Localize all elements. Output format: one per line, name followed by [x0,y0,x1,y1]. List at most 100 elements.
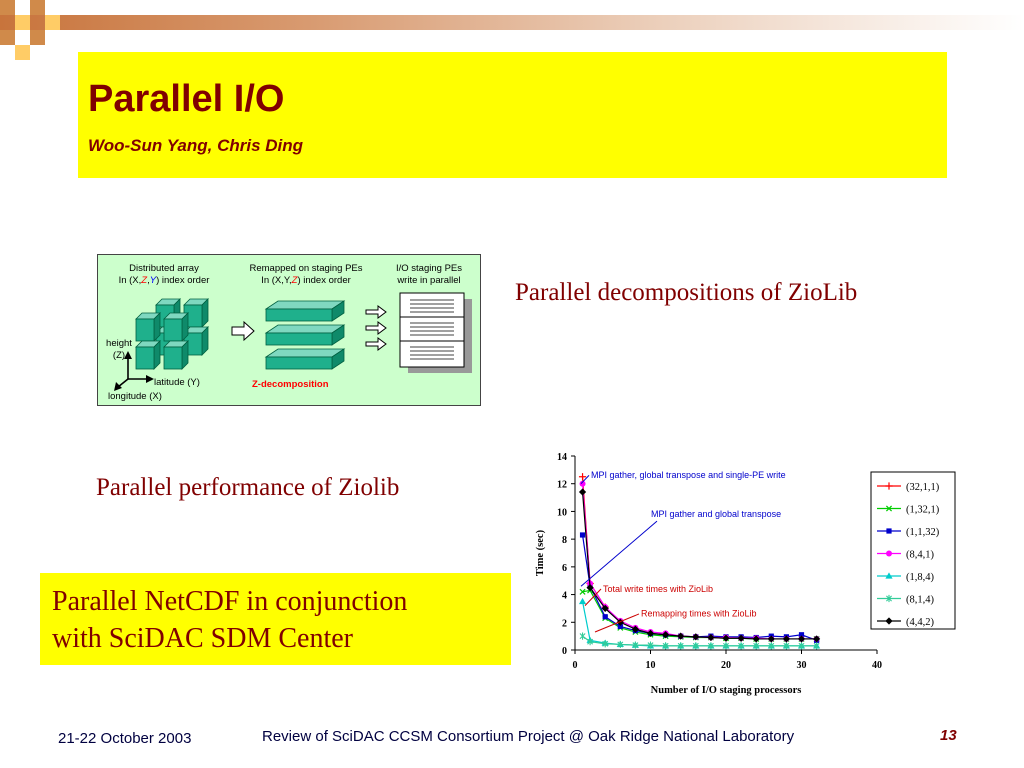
staging-slab [265,300,345,322]
y-tick-label: 14 [557,452,567,463]
netcdf-highlight-box [40,573,511,665]
legend-box [870,471,956,630]
legend-marker [885,572,893,579]
y-tick-label: 4 [562,591,567,602]
slide-title: Parallel I/O [88,78,285,120]
zdecomp-label: Z-decomposition [252,379,329,390]
data-point [602,614,608,620]
data-point [813,642,820,650]
data-point [579,532,586,538]
col1-line1: Distributed array [129,263,199,274]
legend-marker [885,482,893,490]
y-tick-label: 8 [562,535,567,546]
data-point [798,632,805,638]
decor-square [0,30,15,45]
arrowhead-icon [124,351,132,359]
annotation-label: MPI gather, global transpose and single-… [591,470,786,480]
legend-label: (1,1,32) [906,527,940,538]
diagram-col2-heading: Remapped on staging PEs In (X,Y,Z) index… [232,263,380,287]
array-cube [163,340,189,370]
col2-line2: In (X,Y,Z) index order [232,275,380,287]
legend-marker [885,505,893,512]
hollow-arrow-icon [365,305,387,319]
data-point [692,642,699,650]
data-point [617,640,624,649]
z-label: (Z) [112,350,126,361]
array-cube [135,312,161,342]
annotation-pointer [580,475,590,485]
data-point [707,642,714,650]
height-label: height [106,338,132,349]
hollow-arrow-icon [365,321,387,335]
x-tick-label: 10 [646,660,656,671]
footer-date: 21-22 October 2003 [58,730,192,747]
data-point [782,635,790,643]
col2-line1: Remapped on staging PEs [249,263,363,274]
array-cube [163,312,189,342]
x-tick-label: 40 [872,660,882,671]
decomp-heading: Parallel decompositions of ZioLib [515,279,858,306]
arrowhead-icon [146,375,154,383]
decor-square [30,0,45,15]
footer-center: Review of SciDAC CCSM Consortium Project… [262,728,795,745]
netcdf-line1: Parallel NetCDF in conjunction [52,586,408,617]
data-point [662,642,669,650]
y-tick-label: 10 [557,507,567,518]
col2-z-letter: Z [291,275,298,286]
longitude-axis-arrow [117,378,129,388]
legend-label: (1,8,4) [906,572,934,583]
col1-z-letter: Z [141,275,148,286]
data-point [579,632,586,640]
staging-slab [265,348,345,370]
annotation-pointer [584,588,602,607]
y-tick-label: 6 [562,563,567,574]
data-point [579,480,586,487]
data-point [738,642,745,650]
x-tick-label: 30 [797,660,807,671]
array-cube [135,340,161,370]
decomposition-diagram: Distributed array In (X,Z,Y) index order… [97,254,481,406]
col3-line2: write in parallel [397,275,461,286]
latitude-label: latitude (Y) [154,377,200,388]
chart-svg: 0 2 4 6 8 10 12 14 0 10 20 30 40 Number of I/O stagin… [535,452,956,696]
diagram-graphics [114,292,472,391]
legend-marker [886,528,892,534]
data-point [677,642,684,650]
slide-subtitle: Woo-Sun Yang, Chris Ding [88,136,304,155]
legend-label: (4,4,2) [906,617,934,628]
col1-y-letter: Y [149,275,157,286]
y-tick-label: 2 [562,618,567,629]
diagram-col1-heading: Distributed array In (X,Z,Y) index order [108,263,220,287]
col1-line2-prefix: In (X, [118,275,142,286]
data-point [783,642,790,650]
data-point [578,473,587,481]
netcdf-line2: with SciDAC SDM Center [52,623,353,654]
hollow-arrow-icon [231,320,255,342]
annotation-label: MPI gather and global transpose [651,509,781,519]
data-point [723,642,729,650]
decor-square [45,15,60,30]
decor-square [0,0,15,15]
performance-chart: 0 2 4 6 8 10 12 14 0 10 20 30 40 Number of I/O stagin… [525,446,995,706]
data-point [579,588,586,595]
legend-marker [886,550,892,557]
page-number: 13 [940,727,957,744]
data-point [768,642,775,650]
perf-heading: Parallel performance of Ziolib [96,474,400,501]
x-tick-label: 0 [573,660,578,671]
annotation-label: Total write times with ZioLib [603,584,713,594]
x-axis-title: Number of I/O staging processors [651,685,802,696]
legend-label: (32,1,1) [906,482,940,493]
title-highlight-box [78,52,947,178]
data-point [722,634,730,642]
hollow-arrow-icon [365,337,387,351]
arrowhead-icon [114,382,122,391]
col2-line2-prefix: In (X,Y, [261,275,292,286]
longitude-label: longitude (X) [108,391,162,402]
data-point [813,635,821,643]
data-point [632,641,639,649]
x-tick-label: 20 [721,660,731,671]
data-point [617,623,623,630]
page-text-lines [410,299,454,360]
legend-marker [886,594,892,603]
